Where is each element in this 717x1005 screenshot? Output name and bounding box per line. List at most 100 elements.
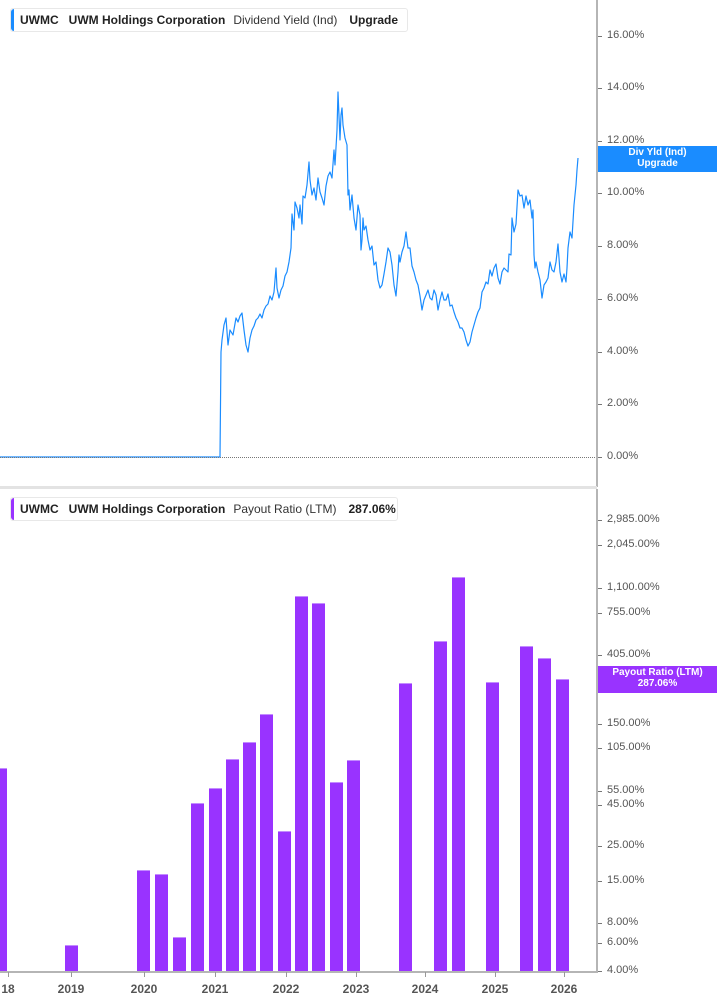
payout-ratio-bar[interactable] xyxy=(434,641,447,971)
x-tick-label: 2020 xyxy=(130,982,158,996)
y-tick-mark xyxy=(598,520,602,521)
legend-value: 287.06% xyxy=(348,502,396,516)
legend-color-swatch xyxy=(11,498,14,520)
tag-line2: Upgrade xyxy=(637,158,678,169)
x-axis-baseline xyxy=(0,971,598,973)
y-tick-label: 0.00% xyxy=(607,450,639,462)
y-tick-label: 1,100.00% xyxy=(607,581,660,593)
tag-line2: 287.06% xyxy=(637,678,678,689)
payout-ratio-value-tag: Payout Ratio (LTM) 287.06% xyxy=(598,666,717,693)
y-tick-label: 15.00% xyxy=(607,874,645,886)
y-tick-label: 150.00% xyxy=(607,717,651,729)
legend-color-swatch xyxy=(11,9,14,31)
legend-ticker: UWMC xyxy=(20,502,59,516)
payout-ratio-bar[interactable] xyxy=(295,596,308,971)
y-tick-mark xyxy=(598,404,602,405)
payout-ratio-bar[interactable] xyxy=(243,742,256,971)
x-tick-label: 18 xyxy=(1,982,15,996)
payout-ratio-bar[interactable] xyxy=(209,788,222,971)
payout-ratio-bar[interactable] xyxy=(556,679,569,971)
y-tick-label: 16.00% xyxy=(607,29,645,41)
x-tick-mark xyxy=(215,972,216,977)
y-tick-label: 45.00% xyxy=(607,798,645,810)
payout-ratio-y-axis[interactable] xyxy=(596,489,598,973)
x-tick-mark xyxy=(495,972,496,977)
x-tick-label: 2023 xyxy=(342,982,370,996)
payout-ratio-bar[interactable] xyxy=(330,782,343,971)
y-tick-label: 12.00% xyxy=(607,134,645,146)
y-tick-label: 55.00% xyxy=(607,784,645,796)
payout-ratio-bar[interactable] xyxy=(137,870,150,971)
y-tick-label: 105.00% xyxy=(607,741,651,753)
y-tick-mark xyxy=(598,457,602,458)
payout-ratio-bar[interactable] xyxy=(452,577,465,971)
y-tick-mark xyxy=(598,352,602,353)
panel-separator[interactable] xyxy=(0,486,597,489)
x-tick-mark xyxy=(8,972,9,977)
x-tick-mark xyxy=(286,972,287,977)
x-tick-label: 2025 xyxy=(481,982,509,996)
payout-ratio-bar[interactable] xyxy=(0,768,7,971)
dividend-yield-y-axis[interactable] xyxy=(596,0,598,487)
payout-ratio-bar[interactable] xyxy=(65,945,78,971)
dividend-yield-plot[interactable] xyxy=(0,0,597,487)
payout-ratio-bar[interactable] xyxy=(347,760,360,971)
payout-ratio-bar[interactable] xyxy=(520,646,533,971)
payout-ratio-bar[interactable] xyxy=(399,683,412,971)
y-tick-mark xyxy=(598,141,602,142)
y-tick-label: 8.00% xyxy=(607,916,639,928)
y-tick-mark xyxy=(598,613,602,614)
y-tick-mark xyxy=(598,588,602,589)
y-tick-label: 4.00% xyxy=(607,964,639,976)
y-tick-label: 2,985.00% xyxy=(607,513,660,525)
dividend-yield-line xyxy=(0,91,579,458)
payout-ratio-bar[interactable] xyxy=(260,714,273,971)
x-tick-label: 2024 xyxy=(411,982,439,996)
x-tick-mark xyxy=(564,972,565,977)
y-tick-label: 4.00% xyxy=(607,345,639,357)
y-tick-label: 10.00% xyxy=(607,186,645,198)
x-tick-mark xyxy=(71,972,72,977)
legend-metric: Payout Ratio (LTM) xyxy=(233,502,337,516)
payout-ratio-bar[interactable] xyxy=(486,682,499,971)
legend-value-upgrade[interactable]: Upgrade xyxy=(349,13,399,27)
payout-ratio-bar[interactable] xyxy=(538,658,551,971)
x-tick-label: 2026 xyxy=(550,982,578,996)
y-tick-mark xyxy=(598,923,602,924)
y-tick-label: 755.00% xyxy=(607,606,651,618)
y-tick-mark xyxy=(598,805,602,806)
y-tick-label: 2.00% xyxy=(607,397,639,409)
y-tick-mark xyxy=(598,943,602,944)
payout-ratio-bar[interactable] xyxy=(173,937,186,971)
payout-ratio-bar[interactable] xyxy=(191,803,204,971)
y-tick-label: 14.00% xyxy=(607,81,645,93)
x-tick-mark xyxy=(144,972,145,977)
payout-ratio-bar[interactable] xyxy=(155,874,168,971)
y-tick-mark xyxy=(598,791,602,792)
x-tick-label: 2021 xyxy=(201,982,229,996)
dividend-yield-legend[interactable]: UWMC UWM Holdings Corporation Dividend Y… xyxy=(10,8,408,32)
payout-ratio-legend[interactable]: UWMC UWM Holdings Corporation Payout Rat… xyxy=(10,497,398,521)
dividend-yield-value-tag: Div Yld (Ind) Upgrade xyxy=(598,146,717,172)
y-tick-mark xyxy=(598,971,602,972)
y-tick-mark xyxy=(598,846,602,847)
y-tick-label: 405.00% xyxy=(607,648,651,660)
zero-reference-line xyxy=(0,457,597,458)
legend-ticker: UWMC xyxy=(20,13,59,27)
y-tick-label: 6.00% xyxy=(607,936,639,948)
y-tick-label: 25.00% xyxy=(607,839,645,851)
y-tick-mark xyxy=(598,748,602,749)
legend-metric: Dividend Yield (Ind) xyxy=(233,13,338,27)
y-tick-mark xyxy=(598,88,602,89)
y-tick-mark xyxy=(598,299,602,300)
y-tick-label: 6.00% xyxy=(607,292,639,304)
y-tick-mark xyxy=(598,545,602,546)
legend-company: UWM Holdings Corporation xyxy=(68,502,226,516)
y-tick-mark xyxy=(598,881,602,882)
tag-line1: Div Yld (Ind) xyxy=(628,147,687,158)
tag-line1: Payout Ratio (LTM) xyxy=(612,667,703,678)
y-tick-mark xyxy=(598,36,602,37)
payout-ratio-bar[interactable] xyxy=(278,831,291,971)
payout-ratio-bar[interactable] xyxy=(226,759,239,971)
payout-ratio-bar[interactable] xyxy=(312,603,325,971)
